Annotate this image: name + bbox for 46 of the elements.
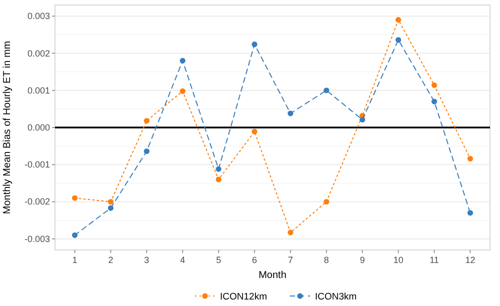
y-tick-label: 0.001 [27, 85, 50, 96]
x-tick-label: 3 [144, 255, 150, 265]
x-tick-label: 11 [430, 255, 439, 265]
point [252, 128, 258, 134]
point [252, 42, 258, 48]
y-axis-title: Monthly Mean Bias of Hourly ET in mm [2, 40, 13, 214]
x-tick-label: 10 [393, 255, 404, 265]
x-tick-label: 6 [252, 255, 258, 265]
y-tick-label: 0.002 [27, 48, 50, 58]
x-tick-label: 2 [108, 255, 114, 265]
point [396, 17, 402, 23]
y-tick-label: -0.002 [24, 196, 50, 207]
point [360, 116, 366, 123]
y-tick-label: -0.003 [24, 234, 50, 244]
point [144, 148, 150, 154]
point [108, 198, 114, 205]
point [72, 195, 78, 201]
point [288, 230, 294, 236]
y-tick-label: -0.001 [24, 160, 50, 170]
point [396, 37, 402, 43]
point [216, 176, 222, 182]
x-tick-label: 12 [465, 255, 476, 265]
y-tick-label: 0.003 [27, 11, 50, 22]
point [431, 98, 438, 104]
x-tick-label: 4 [180, 255, 186, 265]
x-tick-label: 1 [72, 255, 78, 265]
point [216, 166, 222, 172]
legend-label: ICON3km [315, 292, 357, 302]
legend-label: ICON12km [220, 292, 268, 302]
x-tick-label: 8 [324, 255, 329, 265]
point [180, 58, 186, 64]
point [288, 110, 294, 116]
y-tick-label: 0.000 [27, 122, 50, 132]
point [324, 88, 330, 94]
x-tick-label: 5 [216, 255, 222, 265]
point [72, 232, 78, 238]
x-axis-title: Month [258, 270, 286, 281]
x-tick-label: 7 [288, 255, 293, 265]
point [431, 82, 438, 88]
x-tick-label: 9 [360, 255, 365, 265]
point [108, 205, 114, 211]
point [324, 198, 330, 205]
point [467, 156, 474, 162]
point [180, 88, 186, 94]
point [467, 210, 474, 216]
point [144, 118, 150, 124]
